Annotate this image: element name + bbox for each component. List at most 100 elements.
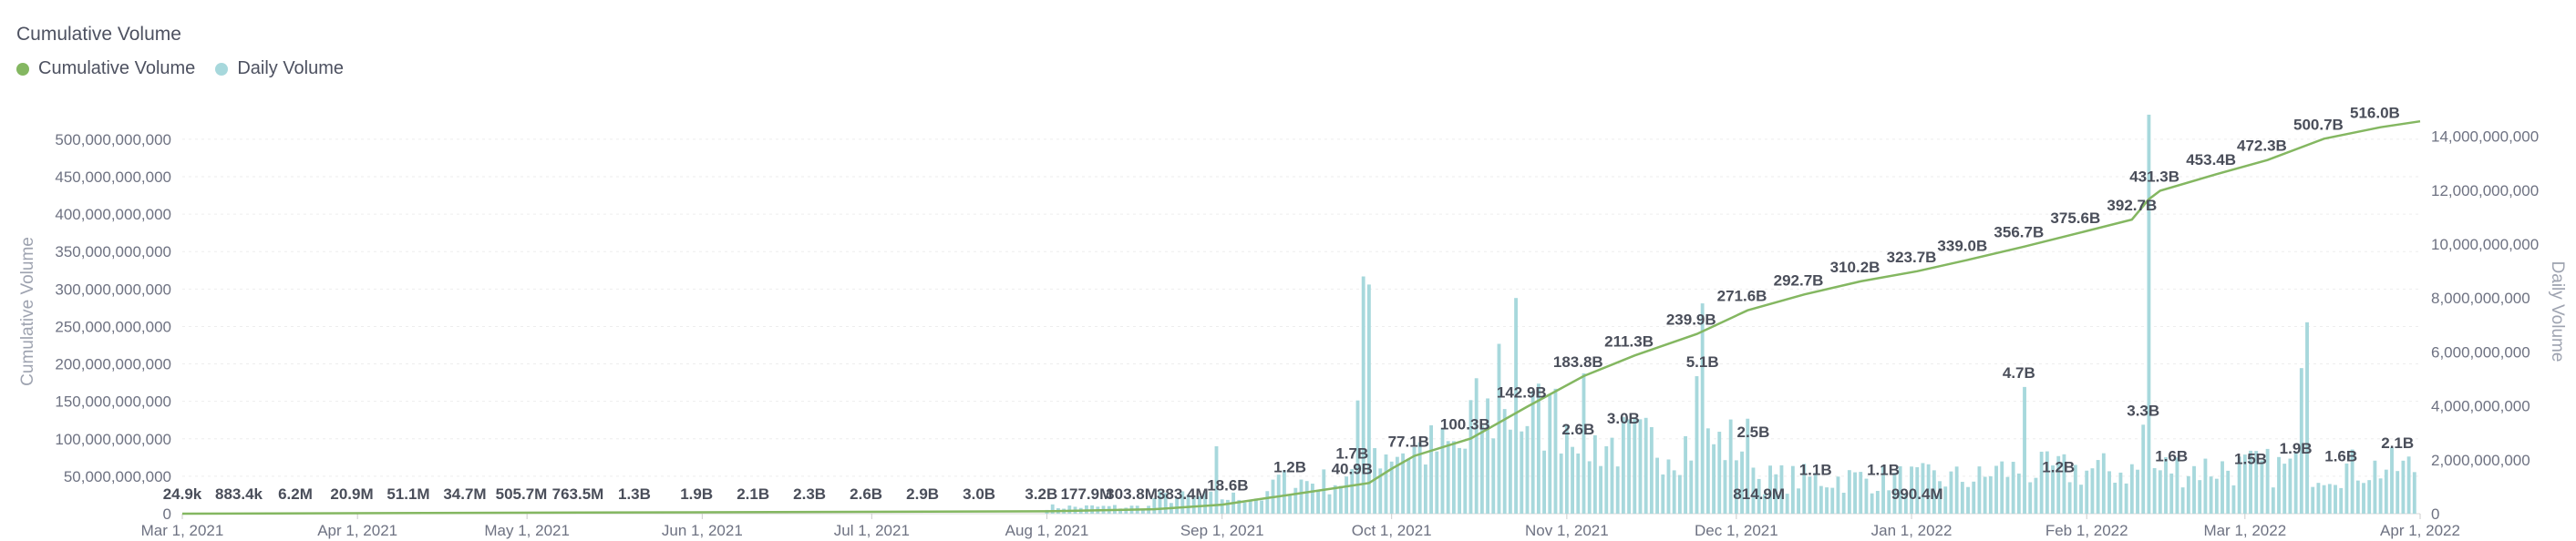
daily-volume-bar	[2406, 456, 2411, 514]
daily-volume-bar	[2101, 453, 2106, 514]
x-tick-label: Dec 1, 2021	[1695, 522, 1778, 539]
daily-volume-bar	[1627, 419, 1631, 514]
daily-volume-bar	[1797, 488, 1800, 514]
daily-volume-bar	[1819, 485, 1823, 514]
daily-volume-bar	[2260, 460, 2264, 514]
daily-volume-bar	[1677, 475, 1682, 514]
daily-volume-bar	[1790, 465, 1795, 514]
y-left-tick-label: 450,000,000,000	[55, 168, 171, 186]
daily-volume-bar	[2277, 456, 2281, 514]
daily-volume-bar	[2045, 451, 2049, 514]
daily-volume-bar	[2085, 470, 2089, 514]
daily-volume-bar	[1994, 465, 1998, 514]
legend-item-daily[interactable]: Daily Volume	[215, 58, 344, 79]
daily-volume-bar	[1186, 495, 1190, 514]
daily-volume-bar	[1910, 466, 1913, 514]
data-label: 814.9M	[1733, 485, 1785, 503]
daily-volume-bar	[1915, 467, 1920, 514]
data-label: 4.7B	[2003, 364, 2035, 382]
daily-volume-bar	[2129, 464, 2134, 514]
data-label: 24.9k	[163, 485, 202, 503]
legend-dot-cumulative	[16, 62, 29, 76]
daily-volume-bar	[2152, 468, 2157, 514]
daily-volume-bar	[1322, 469, 1326, 514]
y-left-tick-label: 0	[163, 505, 171, 523]
daily-volume-bar	[1898, 465, 1902, 514]
data-label: 3.0B	[963, 485, 995, 503]
data-label: 142.9B	[1497, 384, 1547, 402]
daily-volume-bar	[1333, 485, 1337, 514]
daily-volume-bar	[1474, 378, 1479, 514]
daily-volume-bar	[1712, 444, 1716, 514]
y-left-tick-label: 400,000,000,000	[55, 206, 171, 223]
daily-volume-bar	[1417, 442, 1422, 514]
data-label: 3.2B	[1025, 485, 1057, 503]
data-label: 1.1B	[1867, 461, 1900, 478]
daily-volume-bar	[1813, 473, 1818, 514]
data-label: 763.5M	[552, 485, 604, 503]
daily-volume-bar	[1479, 425, 1484, 514]
daily-volume-bar	[1395, 456, 1399, 514]
daily-volume-bar	[1762, 494, 1767, 514]
daily-volume-bar	[1633, 418, 1637, 514]
x-tick-label: Apr 1, 2021	[317, 522, 397, 539]
daily-volume-bar	[1225, 499, 1230, 514]
data-label: 310.2B	[1830, 259, 1880, 276]
daily-volume-bar	[1559, 453, 1563, 514]
daily-volume-bar	[1972, 481, 1976, 514]
daily-volume-bar	[2305, 322, 2309, 514]
legend-item-cumulative[interactable]: Cumulative Volume	[16, 58, 195, 79]
daily-volume-bar	[2242, 454, 2247, 514]
daily-volume-bar	[1197, 496, 1201, 514]
daily-volume-bar	[1825, 487, 1829, 514]
data-label: 1.9B	[680, 485, 713, 503]
daily-volume-bar	[1486, 398, 1490, 514]
daily-volume-bar	[2107, 471, 2111, 514]
daily-volume-bar	[2362, 483, 2365, 514]
data-label: 2.1B	[2381, 434, 2414, 452]
daily-volume-bar	[1926, 464, 1931, 514]
daily-volume-bar	[2073, 464, 2077, 514]
data-label: 990.4M	[1891, 485, 1943, 503]
daily-volume-bar	[2373, 460, 2377, 514]
daily-volume-bar	[1779, 464, 1784, 514]
daily-volume-bar	[2023, 386, 2026, 514]
daily-volume-bar	[2164, 457, 2168, 514]
data-label: 303.8M	[1106, 485, 1158, 503]
data-label: 472.3B	[2237, 138, 2287, 155]
daily-volume-bar	[1050, 504, 1055, 514]
daily-volume-bar	[1463, 448, 1468, 514]
daily-volume-bar	[1429, 424, 1434, 514]
daily-volume-bar	[1209, 491, 1213, 514]
legend-label-daily: Daily Volume	[237, 58, 345, 78]
daily-volume-bar	[1599, 465, 1602, 514]
daily-volume-bar	[1366, 284, 1371, 514]
daily-volume-bar	[2192, 465, 2196, 514]
daily-volume-bar	[1435, 451, 1439, 514]
daily-volume-bar	[2254, 451, 2259, 514]
daily-volume-bar	[2334, 485, 2337, 514]
data-label: 292.7B	[1774, 271, 1824, 289]
daily-volume-bar	[2141, 424, 2146, 514]
y-left-axis-title: Cumulative Volume	[18, 237, 37, 386]
daily-volume-bar	[2282, 464, 2287, 514]
daily-volume-bar	[1265, 491, 1270, 514]
daily-volume-bar	[1440, 427, 1445, 514]
daily-volume-bar	[1932, 470, 1936, 514]
daily-volume-bar	[1649, 426, 1654, 514]
daily-volume-bar	[1288, 494, 1293, 514]
daily-volume-bar	[2265, 448, 2270, 514]
daily-volume-bar	[2136, 469, 2139, 514]
daily-volume-bar	[1903, 493, 1908, 514]
daily-volume-bar	[1163, 493, 1168, 514]
daily-volume-bar	[1576, 453, 1581, 514]
daily-volume-bar	[1248, 500, 1252, 514]
daily-volume-bar	[1610, 437, 1614, 514]
daily-volume-bar	[1734, 460, 1738, 514]
data-label: 3.3B	[2127, 402, 2159, 419]
daily-volume-bar	[2118, 472, 2123, 514]
y-right-axis-title: Daily Volume	[2548, 261, 2567, 362]
daily-volume-bar	[1740, 451, 1744, 514]
daily-volume-bar	[2079, 485, 2083, 514]
daily-volume-bar	[1299, 479, 1303, 514]
